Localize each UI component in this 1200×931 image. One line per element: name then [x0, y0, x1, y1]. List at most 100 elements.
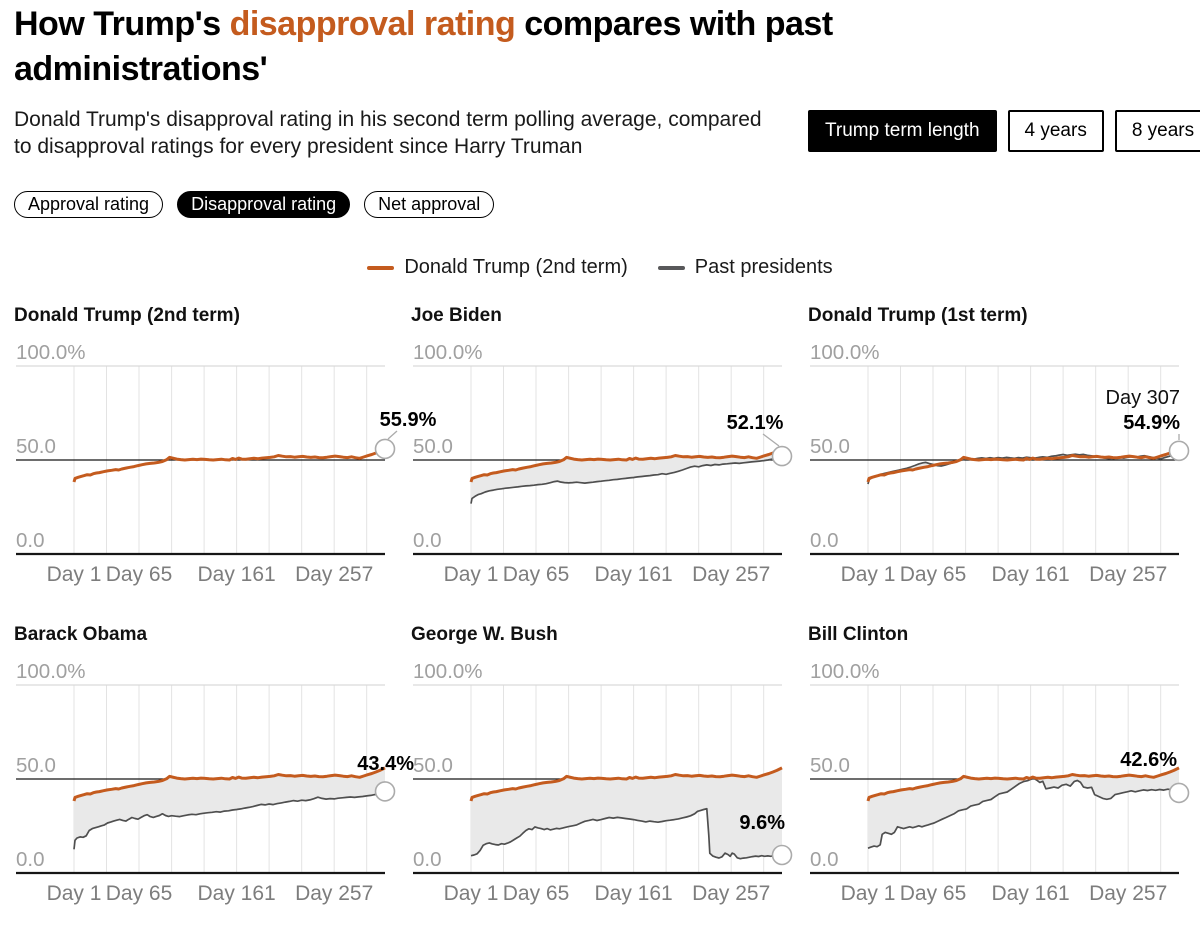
- trump-2nd-term-line: [469, 766, 783, 802]
- title-text: compares with past: [515, 5, 833, 43]
- chart-panel-title: Donald Trump (1st term): [808, 305, 1028, 326]
- title-line: How Trump's disapproval rating compares …: [14, 2, 833, 47]
- chart-legend: Donald Trump (2nd term) Past presidents: [0, 256, 1200, 279]
- y-tick-label: 0.0: [16, 529, 45, 552]
- y-tick-label: 100.0%: [16, 660, 86, 683]
- legend-label: Donald Trump (2nd term): [404, 256, 628, 278]
- past-president-line: [867, 777, 1180, 849]
- chart-panel-barack-obama: Barack Obama 100.0% 50.0 0.0 Day 1 Day 65 Day …: [14, 624, 414, 907]
- y-tick-label: 0.0: [413, 529, 442, 552]
- y-tick-label: 0.0: [810, 529, 839, 552]
- y-tick-label: 50.0: [16, 754, 56, 777]
- title-text: administrations': [14, 50, 268, 88]
- gap-area: [868, 767, 1179, 849]
- x-tick-label: Day 1: [47, 563, 102, 586]
- term-length-toggle: Trump term length 4 years 8 years: [808, 110, 1200, 152]
- end-point-marker: [771, 844, 793, 866]
- term-button-8-years[interactable]: 8 years: [1114, 110, 1200, 152]
- metric-tab-approval-rating[interactable]: Approval rating: [14, 191, 164, 218]
- x-tick-label: Day 257: [692, 882, 770, 905]
- end-point-marker: [374, 438, 396, 460]
- past-president-line: [470, 807, 783, 860]
- chart-subtitle: Donald Trump's disapproval rating in his…: [14, 106, 762, 160]
- trump-2nd-term-line: [72, 766, 386, 802]
- chart-panel-donald-trump-2nd-term: Donald Trump (2nd term) 100.0% 50.0 0.0 Day …: [14, 305, 437, 588]
- x-tick-label: Day 257: [295, 563, 373, 586]
- legend-item-past-presidents: Past presidents: [657, 256, 833, 279]
- x-tick-label: Day 161: [594, 563, 672, 586]
- title-accent-text: disapproval rating: [229, 5, 516, 43]
- x-tick-label: Day 161: [594, 882, 672, 905]
- end-point-marker: [1168, 440, 1190, 462]
- gap-area: [868, 448, 1179, 485]
- x-tick-label: Day 257: [295, 882, 373, 905]
- x-tick-label: Day 1: [841, 882, 896, 905]
- x-tick-label: Day 161: [991, 882, 1069, 905]
- end-value-label: 43.4%: [357, 753, 414, 775]
- y-tick-label: 50.0: [810, 754, 850, 777]
- chart-panel-bill-clinton: Bill Clinton 100.0% 50.0 0.0 Day 1 Day 65 Day …: [808, 624, 1190, 907]
- x-tick-label: Day 161: [197, 563, 275, 586]
- chart-panel-title: Barack Obama: [14, 624, 148, 645]
- chart-panel-title: George W. Bush: [411, 624, 558, 645]
- x-tick-label: Day 1: [444, 563, 499, 586]
- past-president-line: [73, 790, 386, 850]
- trump-2nd-term-line: [72, 447, 386, 483]
- y-tick-label: 50.0: [413, 435, 453, 458]
- chart-panel-donald-trump-1st-term: Donald Trump (1st term) 100.0% 50.0 0.0 Day …: [808, 305, 1190, 588]
- x-tick-label: Day 65: [503, 882, 570, 905]
- y-tick-label: 100.0%: [810, 341, 880, 364]
- end-value-label: 9.6%: [739, 812, 785, 834]
- metric-tabs: Approval rating Disapproval rating Net app…: [14, 191, 495, 218]
- trump-2nd-term-line: [469, 447, 783, 483]
- x-tick-label: Day 65: [503, 563, 570, 586]
- title-text: How Trump's: [14, 5, 230, 43]
- legend-line-swatch: [367, 265, 395, 270]
- chart-panel-title: Bill Clinton: [808, 624, 909, 645]
- y-tick-label: 0.0: [413, 848, 442, 871]
- x-tick-label: Day 1: [47, 882, 102, 905]
- label-leader-line: [387, 430, 398, 440]
- end-point-marker: [771, 445, 793, 467]
- page-title: How Trump's disapproval rating compares …: [14, 2, 833, 92]
- metric-tab-disapproval-rating[interactable]: Disapproval rating: [177, 191, 351, 218]
- y-tick-label: 0.0: [16, 848, 45, 871]
- x-tick-label: Day 257: [1089, 563, 1167, 586]
- x-tick-label: Day 1: [444, 882, 499, 905]
- x-tick-label: Day 65: [106, 563, 173, 586]
- y-tick-label: 50.0: [16, 435, 56, 458]
- end-value-label: 55.9%: [380, 409, 437, 431]
- y-tick-label: 100.0%: [810, 660, 880, 683]
- x-tick-label: Day 161: [991, 563, 1069, 586]
- trump-2nd-term-line: [866, 766, 1180, 802]
- y-tick-label: 50.0: [810, 435, 850, 458]
- x-tick-label: Day 161: [197, 882, 275, 905]
- x-tick-label: Day 257: [692, 563, 770, 586]
- end-value-label: 52.1%: [727, 412, 784, 434]
- title-line: administrations': [14, 47, 833, 92]
- end-value-label: 54.9%: [1123, 412, 1180, 434]
- chart-panel-joe-biden: Joe Biden 100.0% 50.0 0.0 Day 1 Day 65 Day 161…: [411, 305, 793, 588]
- label-leader-line: [762, 433, 780, 447]
- subtitle-line: to disapproval ratings for every preside…: [14, 135, 583, 158]
- y-tick-label: 100.0%: [413, 341, 483, 364]
- chart-panel-title: Joe Biden: [411, 305, 502, 326]
- trump-2nd-term-line: [866, 447, 1180, 483]
- x-tick-label: Day 257: [1089, 882, 1167, 905]
- term-button-trump-term-length[interactable]: Trump term length: [808, 110, 997, 152]
- metric-tab-net-approval[interactable]: Net approval: [364, 191, 495, 218]
- gap-area: [74, 767, 385, 850]
- gap-area: [471, 448, 782, 504]
- y-tick-label: 0.0: [810, 848, 839, 871]
- gap-area: [471, 767, 782, 859]
- x-tick-label: Day 1: [841, 563, 896, 586]
- y-tick-label: 100.0%: [413, 660, 483, 683]
- y-tick-label: 100.0%: [16, 341, 86, 364]
- term-button-4-years[interactable]: 4 years: [1007, 110, 1104, 152]
- end-value-label: 42.6%: [1120, 749, 1177, 771]
